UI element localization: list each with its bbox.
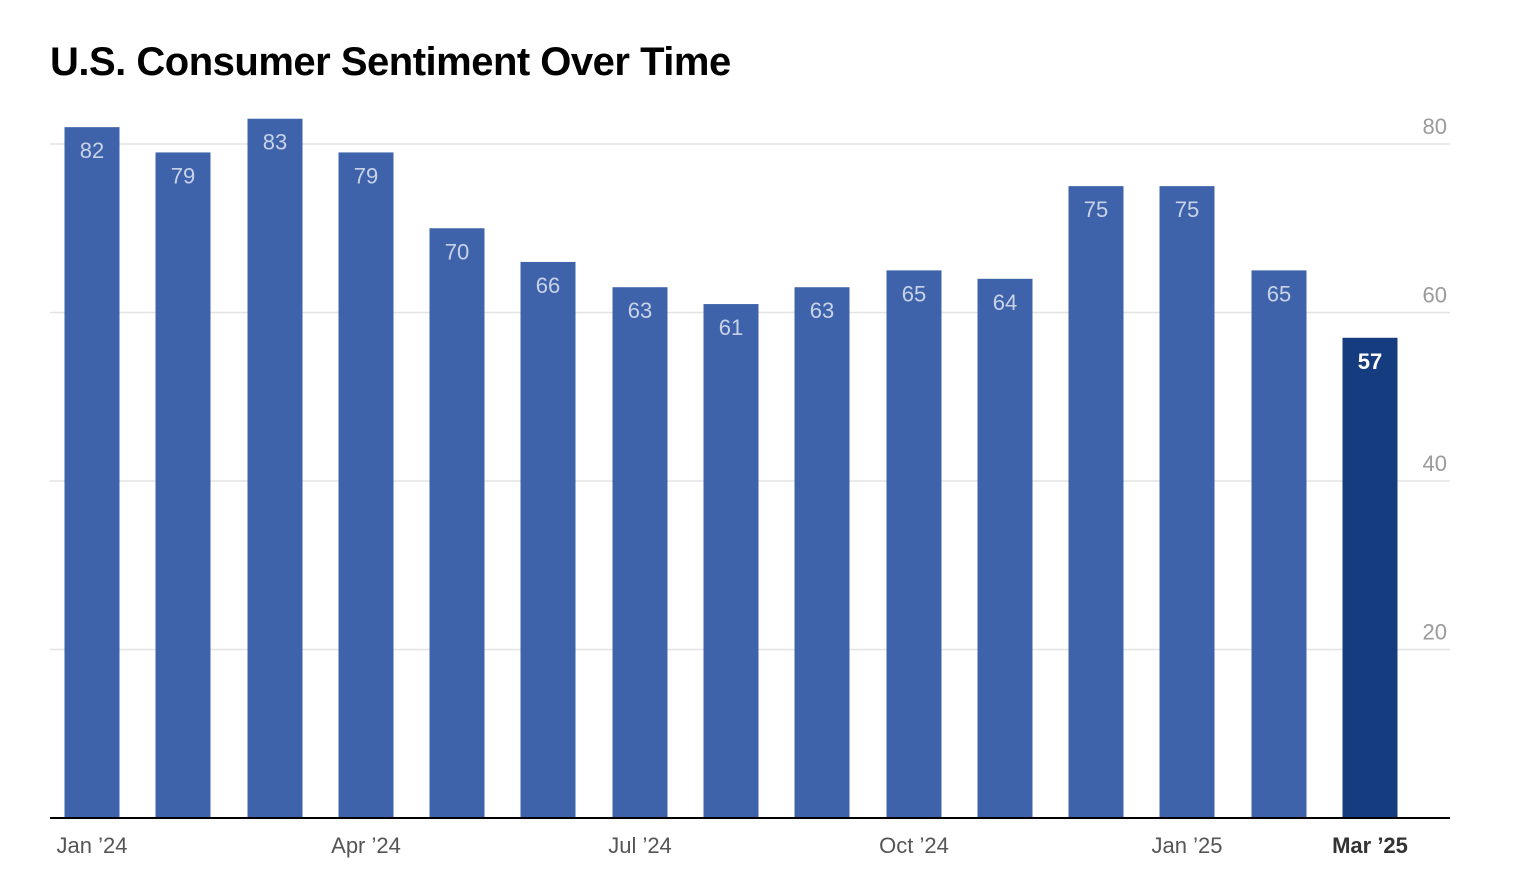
bars (64, 118, 1398, 819)
y-tick-label: 40 (1423, 451, 1447, 476)
bar-data-label: 82 (80, 138, 104, 163)
bar-data-label: 63 (810, 298, 834, 323)
bar (1342, 337, 1398, 818)
bar-data-label: 75 (1175, 197, 1199, 222)
bar (703, 304, 759, 818)
y-tick-label: 20 (1423, 620, 1447, 645)
chart-title: U.S. Consumer Sentiment Over Time (50, 40, 731, 84)
bar (520, 261, 576, 818)
bar-data-label: 64 (993, 290, 1017, 315)
bar (886, 270, 942, 818)
x-tick-label: Jan ’25 (1152, 833, 1223, 858)
bar-data-label: 83 (263, 130, 287, 155)
bar (612, 287, 668, 819)
bar (1251, 270, 1307, 818)
bar (64, 127, 120, 818)
x-tick-label: Jan ’24 (57, 833, 128, 858)
bar-data-label: 66 (536, 273, 560, 298)
bar (155, 152, 211, 819)
bar-data-label: 79 (354, 163, 378, 188)
bar (429, 228, 485, 818)
bar-data-label: 63 (628, 298, 652, 323)
bar (247, 118, 303, 819)
bar-data-label: 65 (902, 281, 926, 306)
bar-data-labels: 82 79 83 79 70 66 63 61 63 65 64 75 75 65 57 (80, 130, 1382, 374)
bar-data-label: 61 (719, 315, 743, 340)
bar-data-label: 65 (1267, 281, 1291, 306)
bar (1068, 186, 1124, 818)
bar (977, 278, 1033, 818)
bar (338, 152, 394, 819)
x-axis-ticks: Jan ’24 Apr ’24 Jul ’24 Oct ’24 Jan ’25 Mar ’… (57, 833, 1408, 858)
y-tick-label: 80 (1423, 114, 1447, 139)
bar-data-label: 79 (171, 163, 195, 188)
x-tick-label: Oct ’24 (879, 833, 949, 858)
x-tick-label: Jul ’24 (608, 833, 672, 858)
bar (794, 287, 850, 819)
bar (1159, 186, 1215, 818)
x-tick-label: Apr ’24 (331, 833, 401, 858)
y-tick-label: 60 (1423, 283, 1447, 308)
y-axis-ticks: 20 40 60 80 (1423, 114, 1447, 645)
bar-data-label: 70 (445, 239, 469, 264)
bar-data-label: 57 (1358, 349, 1382, 374)
bar-data-label: 75 (1084, 197, 1108, 222)
x-tick-label: Mar ’25 (1332, 833, 1408, 858)
